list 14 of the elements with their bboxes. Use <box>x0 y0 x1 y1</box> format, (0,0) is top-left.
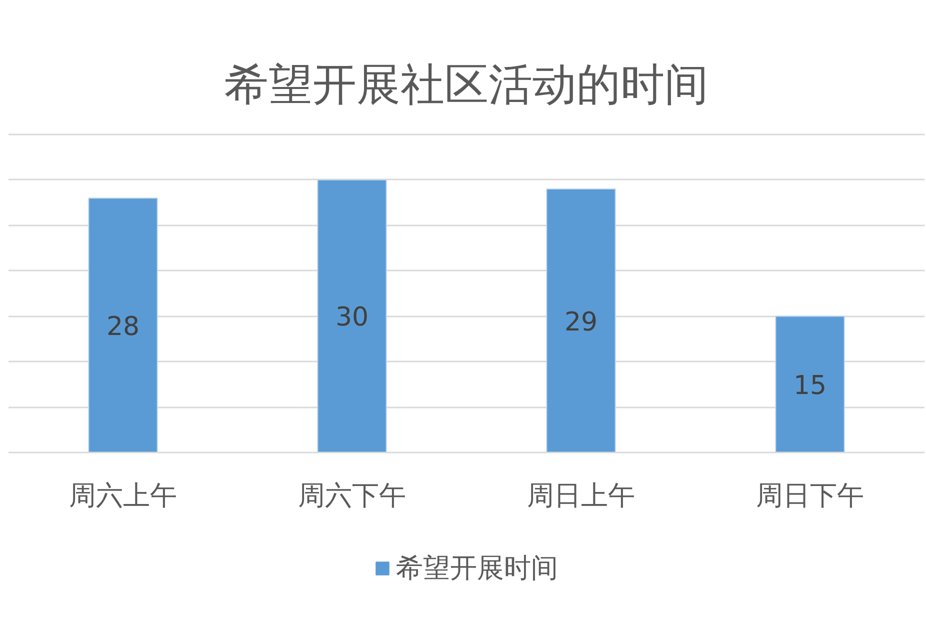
data-label: 29 <box>564 307 598 338</box>
bar <box>317 179 387 452</box>
legend-label: 希望开展时间 <box>396 552 558 586</box>
x-tick-label: 周日上午 <box>527 480 635 512</box>
data-label: 30 <box>335 302 369 333</box>
x-tick-label: 周日下午 <box>756 480 864 512</box>
data-label: 28 <box>106 312 140 342</box>
bar <box>88 198 158 452</box>
chart-title: 希望开展社区活动的时间 <box>224 60 708 110</box>
x-tick-label: 周六下午 <box>298 480 406 512</box>
data-label: 15 <box>793 370 827 401</box>
bar <box>775 316 845 452</box>
x-tick-label: 周六上午 <box>69 480 177 512</box>
bar <box>546 188 616 452</box>
